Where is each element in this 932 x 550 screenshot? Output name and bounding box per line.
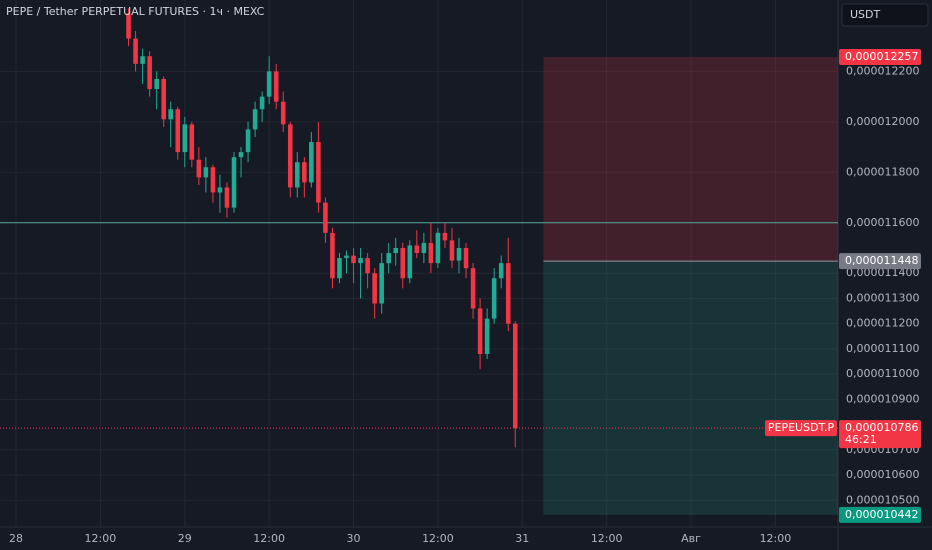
price-tag bbox=[839, 506, 921, 523]
currency[interactable]: USDT bbox=[850, 8, 881, 21]
target-zone bbox=[543, 261, 838, 515]
candle-body bbox=[351, 255, 356, 264]
price-tag bbox=[839, 420, 921, 449]
y-tick-label: 0,000011600 bbox=[846, 216, 919, 229]
candle-body bbox=[323, 202, 328, 233]
candle-body bbox=[273, 71, 279, 102]
candle-body bbox=[344, 255, 349, 259]
candle-body bbox=[470, 268, 476, 309]
y-tick-label: 0,000012200 bbox=[846, 64, 919, 77]
symbol-label: PEPEUSDT.P bbox=[768, 421, 835, 434]
candle-body bbox=[449, 240, 455, 261]
candle-body bbox=[259, 96, 265, 110]
candle-body bbox=[161, 78, 166, 120]
candle-body bbox=[358, 258, 363, 264]
candle-body bbox=[463, 247, 469, 269]
candle-body bbox=[428, 242, 434, 264]
candle-body bbox=[217, 187, 223, 193]
candle-body bbox=[477, 308, 483, 354]
candle-body bbox=[245, 129, 251, 153]
price-tag-label: 0,000010442 bbox=[845, 508, 918, 521]
candle-body bbox=[238, 152, 244, 158]
x-tick-label: 29 bbox=[178, 532, 192, 545]
candle-body bbox=[189, 124, 195, 160]
price-tag-label: 0,000011448 bbox=[845, 254, 918, 267]
candle-body bbox=[337, 258, 342, 279]
y-tick-label: 0,000010600 bbox=[846, 468, 919, 481]
price-tag bbox=[839, 253, 921, 270]
y-tick-label: 0,000011000 bbox=[846, 367, 919, 380]
candle-body bbox=[435, 232, 441, 264]
x-tick-label: 12:00 bbox=[422, 532, 454, 545]
candle-body bbox=[421, 242, 427, 254]
candle-body bbox=[484, 318, 490, 354]
candle-body bbox=[456, 247, 462, 261]
price-tag-label: 0,000012257 bbox=[845, 50, 918, 63]
candle-body bbox=[203, 167, 209, 178]
candle-body bbox=[316, 142, 321, 203]
candle-body bbox=[372, 273, 377, 304]
candle-body bbox=[231, 157, 237, 208]
candle-body bbox=[266, 71, 272, 97]
x-tick-label: 12:00 bbox=[760, 532, 792, 545]
candle-body bbox=[224, 187, 230, 208]
symbol-tag bbox=[765, 420, 837, 437]
y-tick-label: 0,000011400 bbox=[846, 266, 919, 279]
x-tick-label: 30 bbox=[347, 532, 361, 545]
x-tick-label: 28 bbox=[9, 532, 23, 545]
x-tick-label: 12:00 bbox=[85, 532, 117, 545]
candle-body bbox=[414, 245, 420, 254]
candle-body bbox=[182, 124, 188, 153]
currency-box[interactable] bbox=[841, 3, 929, 27]
candle-body bbox=[140, 56, 145, 64]
candle-body bbox=[379, 263, 384, 304]
last-price: 0,000010786 bbox=[845, 421, 918, 434]
candle-body bbox=[491, 278, 497, 319]
y-tick-label: 0,000011100 bbox=[846, 342, 919, 355]
candle-body bbox=[252, 109, 258, 130]
y-tick-label: 0,000011200 bbox=[846, 317, 919, 330]
candle-body bbox=[512, 323, 518, 429]
y-tick-label: 0,000010500 bbox=[846, 493, 919, 506]
candle-body bbox=[407, 245, 413, 279]
candle-body bbox=[386, 253, 391, 264]
x-tick-label: 12:00 bbox=[591, 532, 623, 545]
candle-body bbox=[505, 263, 511, 324]
y-tick-label: 0,000011300 bbox=[846, 291, 919, 304]
x-tick-label: 12:00 bbox=[253, 532, 285, 545]
candle-body bbox=[302, 162, 307, 183]
candle-body bbox=[287, 124, 293, 188]
candle-body bbox=[126, 13, 131, 39]
y-tick-label: 0,000011800 bbox=[846, 165, 919, 178]
candle-body bbox=[154, 78, 159, 90]
stop-zone bbox=[543, 57, 838, 262]
x-tick-label: 31 bbox=[515, 532, 529, 545]
candle-body bbox=[442, 232, 448, 241]
overlay: 0,000012200 0,000012000 0,000011800 0,00001… bbox=[9, 49, 921, 545]
y-tick-label: 0,000012000 bbox=[846, 115, 919, 128]
countdown: 46:21 bbox=[845, 433, 877, 446]
candle-body bbox=[210, 167, 216, 193]
plot bbox=[0, 0, 838, 527]
chart-title: PEPE / Tether PERPETUAL FUTURES · 1ч · M… bbox=[6, 5, 265, 18]
x-tick-label: Авг bbox=[681, 532, 701, 545]
price-tag bbox=[839, 49, 921, 66]
candle-body bbox=[280, 101, 286, 125]
candle-body bbox=[168, 109, 174, 120]
candle-body bbox=[295, 162, 300, 188]
candle-body bbox=[196, 159, 202, 178]
candle-body bbox=[147, 56, 152, 90]
candle-body bbox=[175, 109, 181, 153]
candle-body bbox=[365, 258, 370, 274]
candle-body bbox=[309, 142, 314, 183]
y-tick-label: 0,000010900 bbox=[846, 392, 919, 405]
candle-body bbox=[400, 247, 406, 279]
candle-body bbox=[133, 38, 138, 64]
candle-body bbox=[393, 247, 399, 254]
candle-body bbox=[498, 263, 504, 279]
candle-body bbox=[330, 232, 335, 279]
